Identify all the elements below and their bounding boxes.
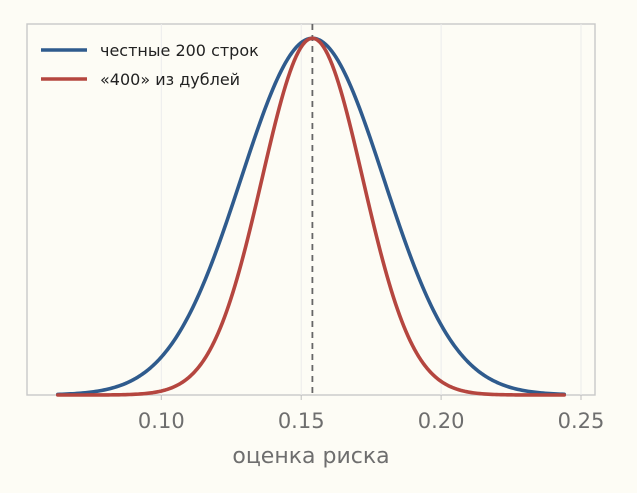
x-tick-label: 0.15 bbox=[278, 409, 325, 433]
x-tick-label: 0.25 bbox=[558, 409, 605, 433]
x-axis-ticks: 0.10 0.15 0.20 0.25 bbox=[138, 395, 604, 433]
legend-label-series-1: честные 200 строк bbox=[100, 41, 259, 60]
grid-lines bbox=[160, 24, 582, 395]
legend-label-series-2: «400» из дублей bbox=[100, 70, 240, 89]
x-axis-label: оценка риска bbox=[232, 444, 389, 469]
legend: честные 200 строк «400» из дублей bbox=[41, 41, 259, 89]
series-lines bbox=[55, 36, 567, 397]
x-tick-label: 0.20 bbox=[418, 409, 465, 433]
plot-background bbox=[26, 23, 596, 396]
series-line-2 bbox=[55, 36, 567, 397]
x-tick-label: 0.10 bbox=[138, 409, 185, 433]
